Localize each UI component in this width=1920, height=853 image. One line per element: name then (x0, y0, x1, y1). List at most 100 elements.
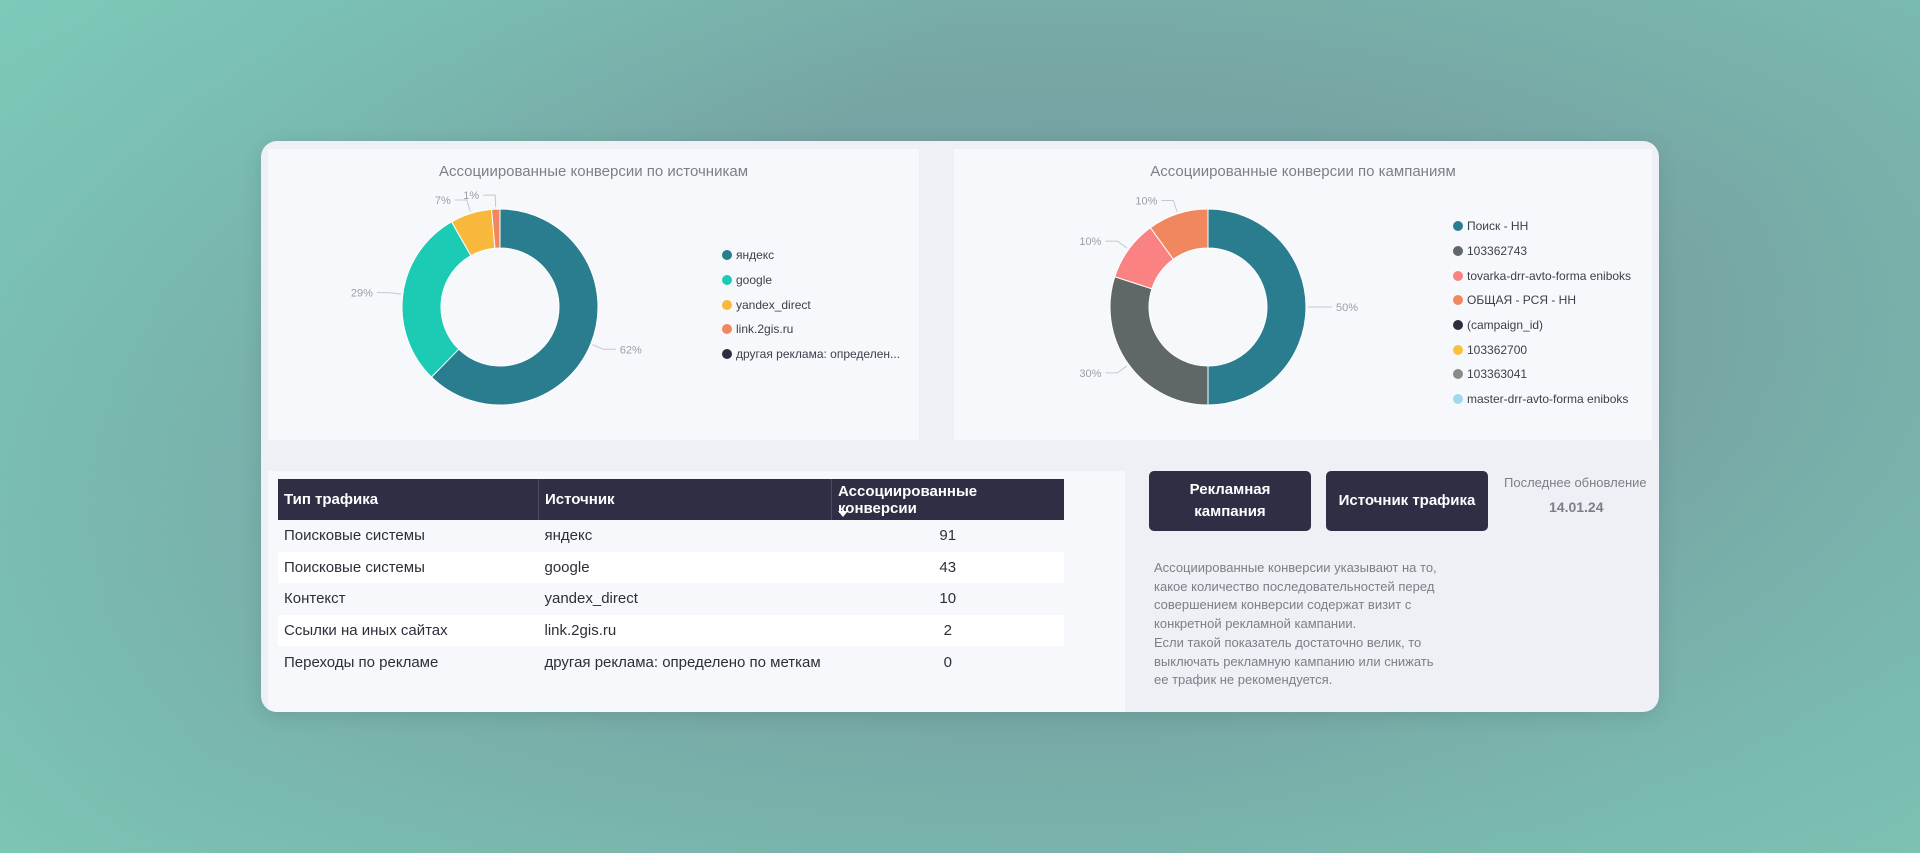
cell-source: google (538, 551, 832, 584)
sources-legend-label: другая реклама: определен... (736, 347, 900, 362)
column-header-conversions[interactable]: Ассоциированные конверсии (831, 479, 1064, 520)
conversions-explanation-note: Ассоциированные конверсии указывают на т… (1154, 559, 1464, 690)
campaigns-label-line-3 (1161, 199, 1178, 213)
cell-conversions: 91 (831, 520, 1064, 552)
campaigns-data-label-2: 10% (1079, 236, 1101, 248)
sources-label-line-3 (483, 194, 497, 208)
sources-legend-label: yandex_direct (736, 297, 811, 312)
campaigns-slice-0[interactable] (1207, 208, 1307, 406)
sources-legend: яндекс google yandex_direct link.2gis.ru дру… (722, 243, 900, 366)
campaigns-slice-3[interactable] (1149, 208, 1209, 260)
campaigns-label-line-1 (1105, 365, 1128, 374)
campaigns-legend-label: 103362700 (1467, 342, 1528, 357)
campaigns-legend-label: master-drr-avto-forma eniboks (1467, 392, 1629, 407)
campaigns-legend-item[interactable]: tovarka-drr-avto-forma eniboks (1453, 263, 1631, 288)
sources-legend-label: link.2gis.ru (736, 322, 794, 337)
legend-dot-icon (1453, 295, 1463, 306)
column-header-traffic-type[interactable]: Тип трафика (278, 479, 539, 520)
campaigns-data-label-1: 30% (1079, 368, 1101, 380)
column-header-conversions-label: Ассоциированные конверсии (838, 482, 978, 517)
note-line: конкретной рекламной кампании. (1154, 616, 1357, 632)
sources-data-label-3: 1% (463, 190, 479, 202)
campaigns-label-line-2 (1105, 240, 1128, 249)
campaigns-legend-label: tovarka-drr-avto-forma eniboks (1467, 268, 1632, 283)
sources-chart-panel: Ассоциированные конверсии по источникам … (268, 149, 919, 440)
campaigns-legend-item[interactable]: (campaign_id) (1453, 313, 1631, 338)
sort-desc-icon[interactable] (838, 511, 848, 517)
legend-dot-icon (722, 324, 732, 335)
sources-legend-item[interactable]: yandex_direct (722, 292, 900, 317)
sources-legend-item[interactable]: другая реклама: определен... (722, 342, 900, 367)
cell-conversions: 43 (831, 551, 1064, 584)
campaign-filter-button[interactable]: Рекламная кампания (1149, 471, 1311, 531)
sources-legend-item[interactable]: google (722, 268, 900, 293)
cell-traffic-type: Переходы по рекламе (278, 646, 539, 678)
note-line: Если такой показатель достаточно велик, … (1154, 634, 1422, 650)
campaigns-legend: Поиск - НН 103362743 tovarka-drr-avto-form… (1453, 214, 1631, 412)
sources-legend-label: google (736, 273, 773, 288)
sources-data-label-0: 62% (620, 344, 642, 356)
table-row[interactable]: Поисковые системы google 43 (278, 551, 1064, 584)
cell-traffic-type: Поисковые системы (278, 520, 539, 552)
cell-conversions: 2 (831, 614, 1064, 647)
campaigns-legend-item[interactable]: 103363041 (1453, 362, 1631, 387)
note-line: ее трафик не рекомендуется. (1154, 672, 1333, 688)
sources-chart-title: Ассоциированные конверсии по источникам (438, 163, 749, 180)
cell-source: link.2gis.ru (538, 614, 832, 647)
table-row[interactable]: Контекст yandex_direct 10 (278, 583, 1064, 615)
legend-dot-icon (1453, 394, 1463, 405)
table-body: Поисковые системы яндекс 91 Поисковые систе… (278, 520, 1064, 678)
legend-dot-icon (722, 299, 732, 310)
campaign-button-line2: кампания (1194, 503, 1266, 520)
campaign-button-line1: Рекламная (1189, 481, 1271, 498)
dashboard-card: Ассоциированные конверсии по источникам … (261, 141, 1659, 712)
campaigns-legend-item[interactable]: Поиск - НН (1453, 214, 1631, 239)
cell-traffic-type: Поисковые системы (278, 551, 539, 584)
campaigns-donut-chart: 50% 30% 10% 10% (1079, 195, 1358, 406)
table-row[interactable]: Переходы по рекламе другая реклама: опред… (278, 646, 1064, 678)
sources-data-label-2: 7% (435, 195, 451, 207)
conversions-table: Тип трафика Источник Ассоциированные кон… (278, 479, 1064, 678)
campaigns-data-label-3: 10% (1135, 195, 1157, 207)
cell-conversions: 10 (831, 583, 1064, 615)
sources-slice-0[interactable] (430, 208, 599, 406)
cell-source: yandex_direct (538, 583, 832, 615)
sources-data-label-1: 29% (351, 288, 373, 300)
table-header-row: Тип трафика Источник Ассоциированные кон… (278, 479, 1064, 520)
campaigns-legend-label: 103362743 (1467, 244, 1528, 259)
column-header-source[interactable]: Источник (538, 479, 832, 520)
campaigns-slice-1[interactable] (1109, 276, 1209, 406)
note-line: Ассоциированные конверсии указывают на т… (1154, 560, 1437, 575)
campaigns-chart-panel: Ассоциированные конверсии по кампаниям 5… (954, 149, 1652, 440)
campaigns-legend-label: (campaign_id) (1467, 318, 1544, 333)
last-update-label: Последнее обновление (1504, 475, 1647, 490)
sources-label-line-2 (454, 199, 471, 212)
sources-legend-item[interactable]: link.2gis.ru (722, 317, 900, 342)
sources-slice-3[interactable] (491, 208, 501, 249)
campaigns-legend-item[interactable]: 103362700 (1453, 337, 1631, 362)
legend-dot-icon (1453, 344, 1463, 355)
legend-dot-icon (1453, 246, 1463, 257)
legend-dot-icon (722, 349, 732, 360)
conversions-table-panel: Тип трафика Источник Ассоциированные кон… (268, 471, 1125, 712)
traffic-source-filter-button[interactable]: Источник трафика (1326, 471, 1488, 531)
sources-legend-item[interactable]: яндекс (722, 243, 900, 268)
campaigns-legend-label: ОБЩАЯ - РСЯ - НН (1467, 293, 1576, 308)
sources-legend-label: яндекс (736, 248, 775, 263)
legend-dot-icon (1453, 369, 1463, 380)
cell-conversions: 0 (831, 646, 1064, 678)
campaigns-legend-item[interactable]: master-drr-avto-forma eniboks (1453, 387, 1631, 412)
campaigns-legend-label: 103363041 (1467, 367, 1528, 382)
table-row[interactable]: Ссылки на иных сайтах link.2gis.ru 2 (278, 614, 1064, 647)
note-line: какое количество последовательностей пер… (1154, 578, 1435, 594)
legend-dot-icon (1453, 320, 1463, 331)
campaigns-legend-item[interactable]: 103362743 (1453, 239, 1631, 264)
legend-dot-icon (1453, 221, 1463, 232)
cell-source: другая реклама: определено по меткам (538, 646, 832, 678)
campaigns-legend-label: Поиск - НН (1467, 219, 1529, 234)
legend-dot-icon (1453, 270, 1463, 281)
table-row[interactable]: Поисковые системы яндекс 91 (278, 520, 1064, 552)
cell-source: яндекс (538, 520, 832, 552)
campaigns-legend-item[interactable]: ОБЩАЯ - РСЯ - НН (1453, 288, 1631, 313)
cell-traffic-type: Контекст (278, 583, 539, 615)
